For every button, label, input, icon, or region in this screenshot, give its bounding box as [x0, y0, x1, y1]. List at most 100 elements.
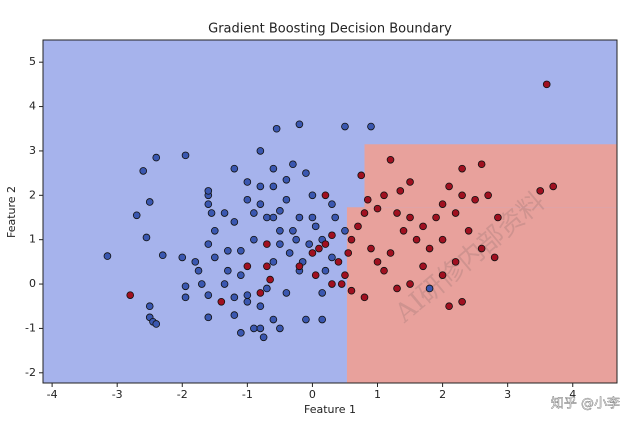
data-point — [308, 191, 317, 200]
data-point — [197, 280, 206, 288]
data-point — [269, 213, 278, 222]
data-point — [256, 289, 265, 297]
data-point — [477, 160, 486, 169]
data-point — [256, 200, 265, 208]
data-point — [445, 182, 453, 191]
data-point — [282, 195, 291, 204]
data-point — [438, 235, 447, 244]
data-point — [230, 164, 239, 173]
data-point — [204, 313, 213, 322]
data-point — [152, 320, 161, 328]
data-point — [207, 209, 216, 217]
data-point — [386, 249, 395, 257]
data-point — [549, 182, 558, 191]
data-point — [243, 195, 252, 204]
data-point — [347, 235, 356, 244]
data-point — [230, 218, 239, 226]
data-point — [321, 191, 330, 200]
y-tick-label: 1 — [29, 233, 36, 246]
data-point — [311, 222, 320, 231]
data-point — [289, 160, 297, 169]
data-point — [425, 284, 434, 293]
data-point — [103, 252, 112, 260]
data-point — [145, 302, 154, 311]
data-point — [204, 240, 213, 248]
data-point — [145, 198, 154, 206]
data-point — [406, 213, 414, 222]
data-point — [438, 200, 447, 208]
data-point — [243, 262, 252, 271]
data-point — [250, 209, 258, 217]
data-point — [458, 191, 466, 200]
data-point — [181, 282, 190, 291]
data-point — [536, 187, 545, 195]
data-point — [331, 213, 340, 222]
data-point — [318, 289, 326, 297]
data-point — [494, 213, 502, 222]
x-tick-label: -3 — [112, 388, 123, 401]
data-point — [308, 249, 317, 257]
data-point — [393, 209, 401, 217]
data-point — [285, 249, 294, 257]
data-point — [263, 262, 271, 271]
data-point — [438, 271, 447, 279]
data-point — [272, 124, 281, 133]
data-point — [458, 164, 466, 173]
data-point — [269, 315, 278, 324]
data-point — [204, 200, 213, 208]
data-point — [256, 324, 265, 333]
plot-frame — [42, 39, 618, 384]
x-tick-label: 2 — [439, 388, 446, 401]
data-point — [250, 235, 258, 244]
data-point — [220, 209, 229, 217]
data-point — [132, 211, 141, 220]
data-point — [211, 227, 219, 235]
data-point — [302, 315, 310, 324]
y-tick-label: 3 — [29, 144, 36, 157]
data-point — [458, 297, 466, 306]
data-point — [152, 153, 161, 162]
data-point — [263, 240, 271, 248]
data-point — [357, 171, 366, 180]
data-point — [256, 302, 265, 311]
data-point — [282, 289, 291, 297]
x-axis-label: Feature 1 — [304, 403, 356, 416]
data-point — [380, 266, 388, 275]
data-point — [311, 271, 320, 279]
chart-title: Gradient Boosting Decision Boundary — [208, 22, 452, 37]
data-point — [266, 275, 274, 284]
data-point — [282, 175, 291, 184]
data-point — [204, 291, 213, 299]
data-point — [341, 271, 349, 279]
x-tick-label: -2 — [177, 388, 188, 401]
data-point — [396, 187, 405, 195]
data-point — [367, 244, 375, 253]
data-point — [451, 209, 460, 217]
data-point — [230, 293, 239, 302]
data-point — [321, 240, 330, 248]
data-point — [224, 266, 232, 275]
data-point — [406, 280, 414, 288]
data-point — [126, 291, 135, 299]
data-point — [412, 235, 421, 244]
data-point — [217, 297, 226, 306]
data-point — [256, 182, 265, 191]
data-point — [321, 266, 330, 275]
data-point — [243, 178, 252, 186]
y-tick-label: -1 — [25, 321, 36, 334]
data-point — [178, 253, 187, 262]
data-point — [142, 233, 151, 242]
data-point — [204, 187, 213, 195]
data-point — [237, 271, 245, 279]
data-point — [419, 222, 427, 231]
decision-region — [346, 207, 617, 383]
data-point — [289, 227, 297, 235]
data-point — [269, 164, 278, 173]
data-point — [181, 151, 190, 160]
data-point — [256, 147, 265, 155]
data-point — [451, 258, 460, 266]
x-tick-label: 4 — [569, 388, 576, 401]
data-point — [250, 324, 258, 333]
data-point — [471, 195, 479, 204]
